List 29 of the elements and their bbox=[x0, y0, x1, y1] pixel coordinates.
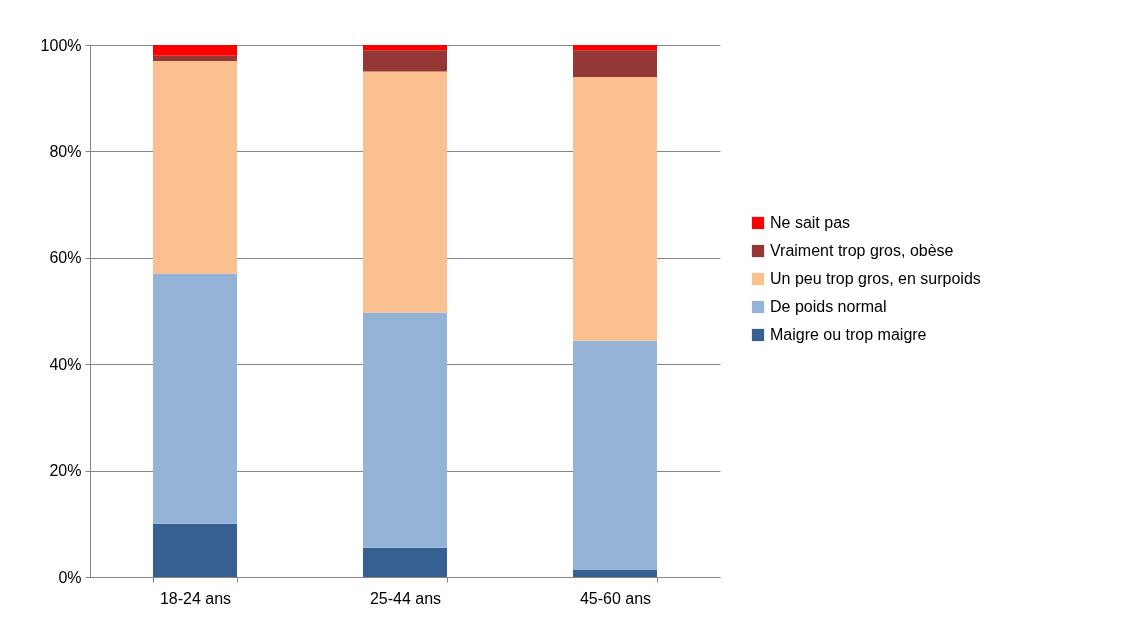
legend-label: Maigre ou trop maigre bbox=[770, 326, 927, 343]
legend-label: Un peu trop gros, en surpoids bbox=[770, 270, 981, 287]
legend-label: De poids normal bbox=[770, 298, 887, 315]
bar bbox=[573, 50, 657, 77]
bar bbox=[363, 50, 447, 72]
legend-label: Ne sait pas bbox=[770, 214, 851, 231]
y-tick-label: 100% bbox=[40, 36, 82, 54]
y-tick-label: 20% bbox=[49, 462, 82, 480]
bar bbox=[573, 570, 657, 577]
bar bbox=[153, 273, 237, 524]
x-tick-label: 18-24 ans bbox=[159, 589, 232, 607]
bar bbox=[363, 547, 447, 577]
bar bbox=[363, 312, 447, 548]
y-tick-label: 60% bbox=[49, 249, 82, 267]
bar bbox=[363, 71, 447, 313]
y-tick-label: 0% bbox=[58, 568, 82, 586]
bar bbox=[363, 45, 447, 51]
y-tick-label: 80% bbox=[49, 142, 82, 160]
bar bbox=[153, 55, 237, 61]
bar bbox=[573, 45, 657, 51]
x-tick-label: 45-60 ans bbox=[579, 589, 652, 607]
bar bbox=[153, 60, 237, 274]
legend-label: Vraiment trop gros, obèse bbox=[770, 242, 954, 259]
bar bbox=[573, 340, 657, 571]
bar bbox=[573, 76, 657, 341]
bar bbox=[153, 45, 237, 56]
y-tick-label: 40% bbox=[49, 355, 82, 373]
x-tick-label: 25-44 ans bbox=[369, 589, 442, 607]
bar bbox=[153, 523, 237, 577]
